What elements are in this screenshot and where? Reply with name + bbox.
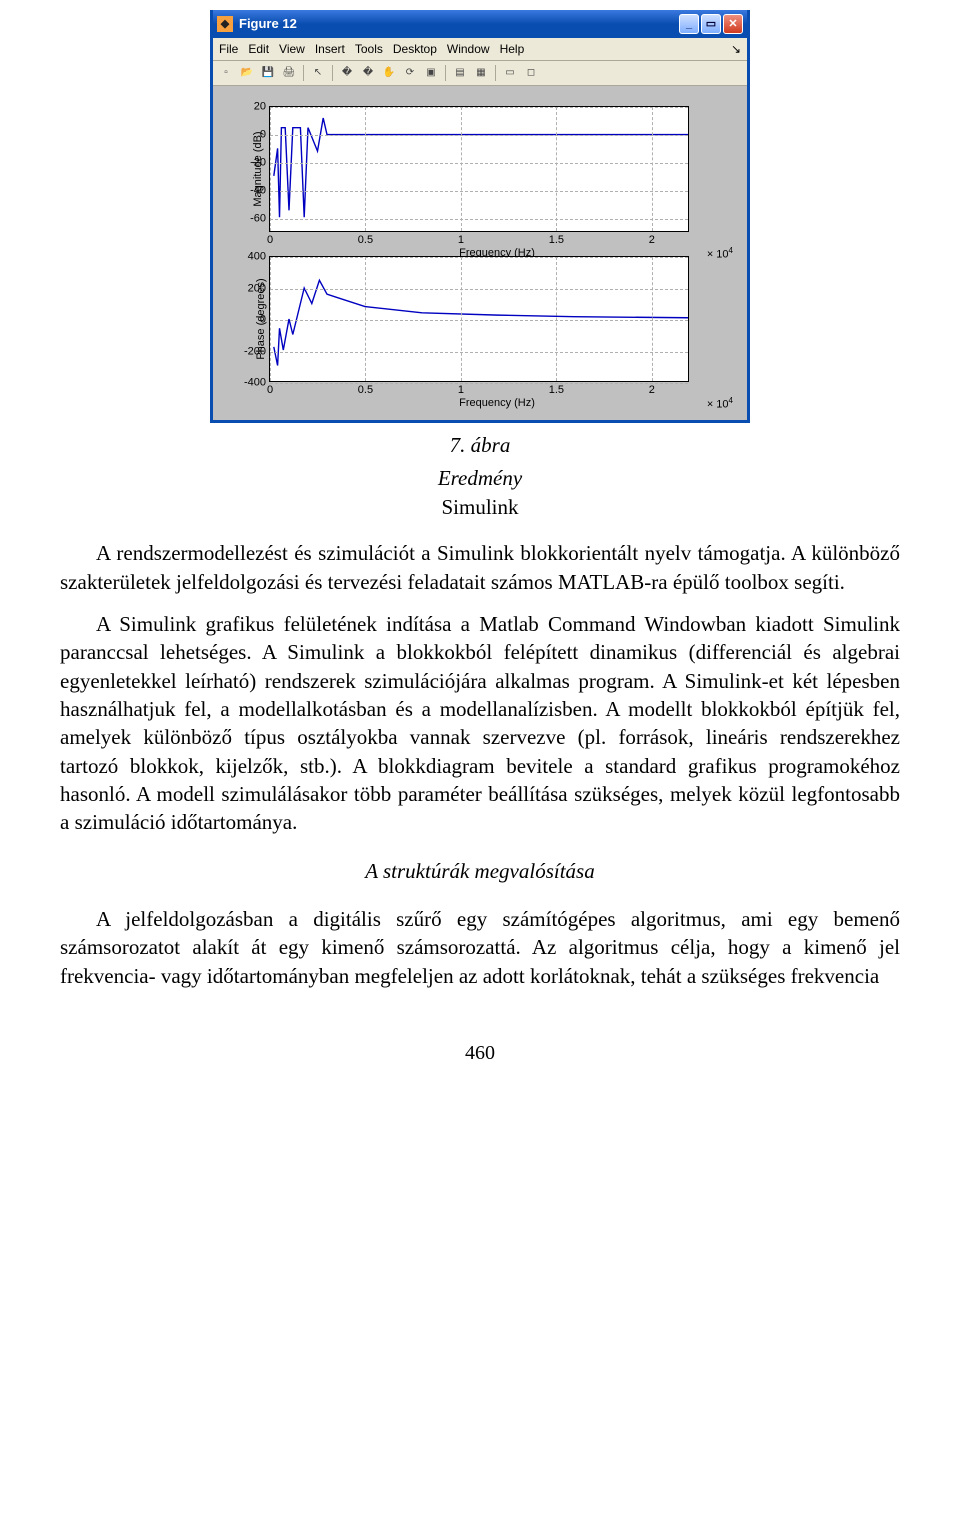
- toolbar-separator: [495, 65, 496, 81]
- pointer-icon[interactable]: ↖: [309, 64, 327, 82]
- xtick-label: 0: [267, 381, 273, 398]
- figure-window-wrap: ◆ Figure 12 _ ▭ ✕ File Edit View Insert …: [60, 10, 900, 423]
- menu-file[interactable]: File: [219, 41, 238, 57]
- menubar: File Edit View Insert Tools Desktop Wind…: [213, 38, 747, 61]
- new-icon[interactable]: ▫: [217, 64, 235, 82]
- xtick-label: 0.5: [358, 231, 373, 248]
- paragraph-1b: A Simulink grafikus felületének indítása…: [60, 610, 900, 837]
- menu-edit[interactable]: Edit: [248, 41, 269, 57]
- magnitude-axes: -60-40-2002000.511.52: [269, 106, 689, 232]
- ytick-label: 400: [248, 250, 270, 265]
- figure-caption-tool: Simulink: [60, 493, 900, 521]
- show-tools-icon[interactable]: ◻: [522, 64, 540, 82]
- zoom-in-icon[interactable]: �: [338, 64, 356, 82]
- phase-ylabel: Phase (degrees): [254, 279, 269, 360]
- maximize-button[interactable]: ▭: [701, 14, 721, 34]
- xtick-label: 1.5: [549, 381, 564, 398]
- xtick-label: 1.5: [549, 231, 564, 248]
- ytick-label: 20: [254, 100, 270, 115]
- paragraph-1: A rendszermodellezést és szimulációt a S…: [60, 539, 900, 596]
- phase-axes: -400-200020040000.511.52: [269, 256, 689, 382]
- datatip-icon[interactable]: ▣: [422, 64, 440, 82]
- hide-tools-icon[interactable]: ▭: [501, 64, 519, 82]
- figure-caption-title: Eredmény: [60, 464, 900, 492]
- legend-icon[interactable]: ▦: [472, 64, 490, 82]
- paragraph-2: A jelfeldolgozásban a digitális szűrő eg…: [60, 905, 900, 990]
- menu-window[interactable]: Window: [447, 41, 490, 57]
- figure-caption-number: 7. ábra: [60, 431, 900, 459]
- save-icon[interactable]: 💾: [259, 64, 277, 82]
- xtick-label: 0.5: [358, 381, 373, 398]
- rotate-icon[interactable]: ⟳: [401, 64, 419, 82]
- zoom-out-icon[interactable]: �: [359, 64, 377, 82]
- close-button[interactable]: ✕: [723, 14, 743, 34]
- menu-desktop[interactable]: Desktop: [393, 41, 437, 57]
- window-title: Figure 12: [239, 15, 679, 33]
- phase-xmult: × 104: [707, 396, 733, 413]
- magnitude-subplot: -60-40-2002000.511.52 Magnitude (dB) Fre…: [269, 106, 725, 232]
- plot-area: -60-40-2002000.511.52 Magnitude (dB) Fre…: [213, 86, 747, 420]
- subsection-title: A struktúrák megvalósítása: [60, 857, 900, 885]
- matlab-figure-window: ◆ Figure 12 _ ▭ ✕ File Edit View Insert …: [210, 10, 750, 423]
- menu-tools[interactable]: Tools: [355, 41, 383, 57]
- colorbar-icon[interactable]: ▤: [451, 64, 469, 82]
- phase-subplot: -400-200020040000.511.52 Phase (degrees)…: [269, 256, 725, 382]
- magnitude-ylabel: Magnitude (dB): [251, 132, 266, 207]
- toolbar-separator: [332, 65, 333, 81]
- open-icon[interactable]: 📂: [238, 64, 256, 82]
- pan-icon[interactable]: ✋: [380, 64, 398, 82]
- print-icon[interactable]: 🖨: [280, 64, 298, 82]
- ytick-label: -60: [250, 212, 270, 227]
- toolbar-separator: [445, 65, 446, 81]
- xtick-label: 0: [267, 231, 273, 248]
- minimize-button[interactable]: _: [679, 14, 699, 34]
- page-number: 460: [60, 1040, 900, 1067]
- menu-help[interactable]: Help: [500, 41, 525, 57]
- xtick-label: 2: [649, 231, 655, 248]
- toolbar: ▫📂💾🖨↖��✋⟳▣▤▦▭◻: [213, 61, 747, 86]
- phase-xlabel: Frequency (Hz): [459, 396, 535, 411]
- menu-view[interactable]: View: [279, 41, 305, 57]
- dock-icon[interactable]: ↘: [731, 41, 741, 57]
- app-icon: ◆: [217, 16, 233, 32]
- titlebar: ◆ Figure 12 _ ▭ ✕: [213, 10, 747, 38]
- xtick-label: 2: [649, 381, 655, 398]
- toolbar-separator: [303, 65, 304, 81]
- menu-insert[interactable]: Insert: [315, 41, 345, 57]
